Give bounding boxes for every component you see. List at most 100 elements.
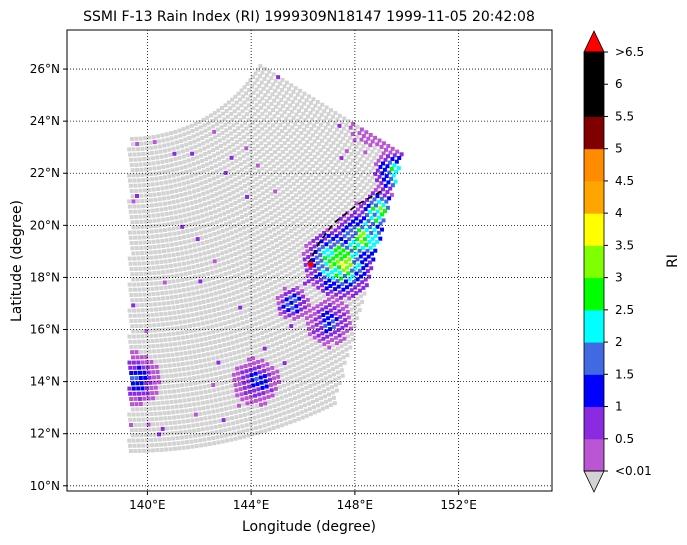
swath-pixel — [149, 229, 154, 234]
swath-pixel — [144, 146, 149, 151]
swath-pixel — [164, 159, 169, 163]
swath-pixel — [203, 128, 208, 133]
swath-pixel — [154, 364, 159, 369]
swath-pixel — [139, 303, 144, 308]
swath-pixel — [205, 190, 210, 195]
swath-pixel — [342, 116, 347, 121]
swath-pixel — [201, 353, 206, 358]
swath-pixel — [340, 262, 345, 267]
colorbar-tick-label: 1.5 — [615, 367, 634, 381]
swath-pixel — [174, 326, 179, 331]
swath-pixel — [340, 146, 345, 151]
swath-pixel — [311, 353, 316, 358]
swath-pixel — [353, 245, 357, 250]
swath-pixel — [143, 271, 148, 276]
swath-pixel — [220, 229, 225, 233]
swath-pixel — [133, 157, 138, 162]
swath-pixel — [296, 267, 301, 272]
swath-pixel — [265, 389, 270, 394]
swath-pixel — [147, 214, 152, 219]
swath-pixel — [377, 174, 382, 179]
swath-pixel — [197, 193, 202, 198]
swath-pixel — [131, 251, 136, 256]
swath-pixel — [180, 149, 185, 154]
swath-pixel — [200, 268, 205, 272]
swath-pixel — [264, 99, 269, 104]
swath-pixel — [290, 140, 295, 145]
swath-pixel — [129, 215, 134, 219]
swath-pixel — [338, 251, 343, 256]
swath-pixel — [338, 196, 342, 201]
swath-pixel — [202, 197, 207, 201]
swath-pixel — [239, 260, 244, 265]
swath-pixel — [296, 343, 301, 348]
swath-pixel — [260, 336, 265, 341]
swath-pixel — [293, 396, 297, 401]
swath-pixel — [134, 428, 139, 433]
swath-pixel — [229, 411, 234, 415]
swath-pixel — [175, 436, 180, 440]
swath-pixel — [169, 242, 174, 247]
swath-pixel — [347, 339, 352, 344]
swath-pixel — [228, 197, 233, 202]
swath-pixel — [201, 117, 206, 122]
swath-pixel — [327, 239, 332, 244]
swath-pixel — [155, 155, 160, 160]
colorbar-tick-label: 5.5 — [615, 109, 634, 123]
swath-pixel — [321, 119, 326, 124]
swath-pixel — [243, 336, 248, 341]
swath-pixel — [251, 185, 256, 189]
swath-pixel — [193, 438, 198, 443]
swath-pixel — [192, 296, 197, 301]
swath-pixel — [346, 119, 351, 124]
colorbar-segment — [584, 84, 604, 117]
swath-pixel — [257, 241, 262, 246]
swath-pixel — [218, 213, 223, 218]
swath-pixel — [191, 370, 196, 375]
swath-pixel — [205, 426, 210, 431]
swath-pixel — [266, 367, 271, 372]
swath-pixel — [317, 247, 322, 252]
swath-pixel — [213, 398, 218, 403]
swath-pixel — [190, 418, 195, 423]
swath-pixel — [308, 187, 313, 192]
swath-pixel — [194, 253, 198, 258]
swath-pixel — [324, 399, 328, 404]
swath-pixel — [274, 195, 279, 200]
swath-pixel — [219, 300, 224, 305]
swath-pixel — [283, 315, 288, 320]
swath-pixel — [130, 433, 135, 438]
lat-lon-grid — [67, 30, 552, 491]
swath-pixel — [341, 268, 346, 273]
swath-pixel — [189, 281, 194, 286]
swath-pixel — [302, 398, 306, 403]
swath-pixel — [209, 425, 214, 430]
swath-pixel — [213, 164, 218, 169]
swath-pixel — [312, 244, 317, 249]
swath-pixel — [139, 407, 144, 412]
swath-pixel — [157, 170, 162, 175]
swath-pixel — [269, 152, 274, 157]
swath-pixel — [137, 396, 142, 401]
swath-pixel — [129, 293, 134, 297]
swath-pixel — [330, 385, 334, 390]
swath-pixel — [177, 315, 182, 320]
swath-pixel — [314, 196, 319, 201]
swath-pixel — [212, 259, 217, 264]
swath-pixel — [240, 424, 245, 429]
swath-pixel — [284, 421, 289, 426]
swath-pixel — [138, 266, 143, 271]
swath-pixel — [156, 244, 161, 249]
swath-pixel — [338, 165, 343, 170]
swath-pixel — [319, 373, 324, 378]
swath-pixel — [297, 124, 302, 129]
swath-pixel — [153, 224, 158, 228]
swath-pixel — [357, 141, 361, 146]
swath-pixel — [180, 362, 185, 366]
swath-pixel — [344, 174, 349, 179]
swath-pixel — [264, 411, 269, 416]
swath-pixel — [142, 292, 147, 297]
swath-pixel — [330, 276, 335, 280]
swath-pixel — [270, 415, 274, 420]
swath-pixel — [318, 367, 323, 372]
